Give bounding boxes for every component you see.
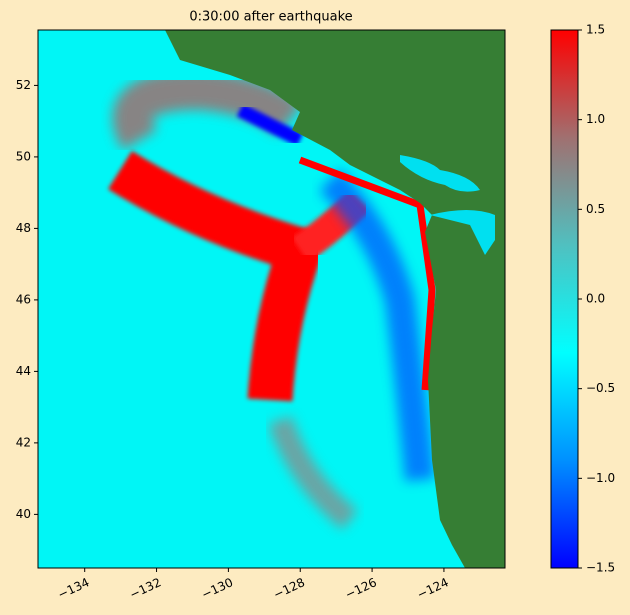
y-tick-label: 42 bbox=[16, 435, 31, 449]
x-tick-label: −130 bbox=[199, 575, 235, 602]
inland-water bbox=[430, 210, 495, 255]
colorbar-tick-label: 1.5 bbox=[586, 23, 605, 37]
colorbar-tick-label: −1.5 bbox=[586, 561, 615, 575]
y-tick-label: 48 bbox=[16, 221, 31, 235]
colorbar-tick-label: 0.0 bbox=[586, 292, 605, 306]
map-field bbox=[38, 30, 505, 568]
trough bbox=[319, 169, 435, 482]
wave-crest bbox=[108, 150, 330, 402]
axes-frame bbox=[37, 29, 506, 569]
x-tick-label: −134 bbox=[56, 575, 92, 602]
colorbar bbox=[550, 29, 579, 569]
x-tick-label: −124 bbox=[415, 575, 451, 602]
trough bbox=[236, 103, 304, 147]
wave-front bbox=[112, 69, 303, 151]
y-tick-label: 44 bbox=[16, 364, 31, 378]
colorbar-tick-label: −0.5 bbox=[586, 381, 615, 395]
x-tick-label: −132 bbox=[127, 575, 163, 602]
x-tick-label: −128 bbox=[271, 575, 307, 602]
coastal-crest bbox=[298, 156, 436, 391]
x-tick-label: −126 bbox=[343, 575, 379, 602]
colorbar-tick-label: −1.0 bbox=[586, 471, 615, 485]
chart-title: 0:30:00 after earthquake bbox=[189, 10, 352, 25]
y-tick-label: 40 bbox=[16, 507, 31, 521]
y-tick-label: 50 bbox=[16, 149, 31, 163]
y-tick-label: 52 bbox=[16, 78, 31, 92]
inland-water bbox=[400, 155, 480, 192]
wave-tail bbox=[268, 415, 358, 530]
colorbar-tick-label: 0.5 bbox=[586, 202, 605, 216]
colorbar-tick-label: 1.0 bbox=[586, 112, 605, 126]
y-tick-label: 46 bbox=[16, 292, 31, 306]
